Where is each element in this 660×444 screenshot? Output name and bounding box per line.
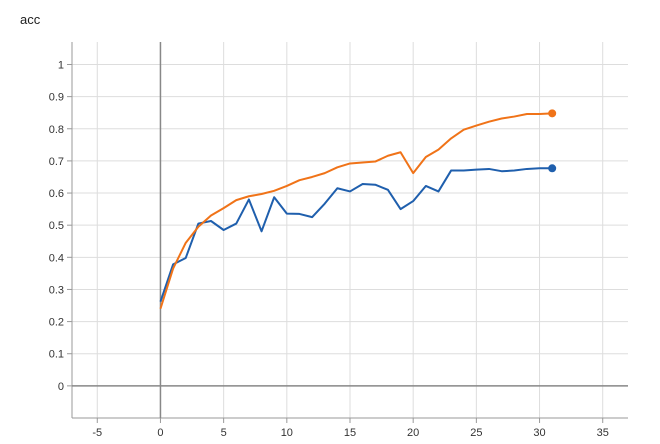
axes (67, 42, 628, 423)
series-end-point-2[interactable] (548, 109, 557, 118)
y-tick-label: 0.7 (49, 156, 64, 168)
x-tick-label: 30 (533, 427, 545, 439)
x-tick-label: 15 (344, 427, 356, 439)
series-line-1 (159, 167, 553, 302)
x-tick-label: 0 (157, 427, 163, 439)
x-tick-label: -5 (92, 427, 102, 439)
y-tick-label: 0.3 (49, 284, 64, 296)
y-tick-label: 0.2 (49, 317, 64, 329)
y-tick-label: 0.9 (49, 92, 64, 104)
y-tick-label: 0.6 (49, 188, 64, 200)
x-tick-label: 20 (407, 427, 419, 439)
y-tick-label: 0.4 (49, 252, 64, 264)
x-tick-label: 5 (221, 427, 227, 439)
tick-labels: -5 0 5 10 15 20 25 30 35 0 0.1 0.2 0.3 0.4 0.5 0.6 0.7 0.… (49, 59, 609, 439)
y-tick-label: 0 (58, 381, 64, 393)
y-tick-label: 1 (58, 59, 64, 71)
x-tick-label: 25 (470, 427, 482, 439)
series-line-2 (159, 112, 553, 310)
y-tick-label: 0.5 (49, 220, 64, 232)
y-tick-label: 0.1 (49, 349, 64, 361)
series-group (159, 109, 557, 310)
x-tick-label: 10 (281, 427, 293, 439)
grid (72, 42, 628, 418)
y-tick-label: 0.8 (49, 124, 64, 136)
x-tick-label: 35 (597, 427, 609, 439)
series-end-point-1[interactable] (548, 164, 557, 173)
chart-title: acc (20, 12, 41, 27)
